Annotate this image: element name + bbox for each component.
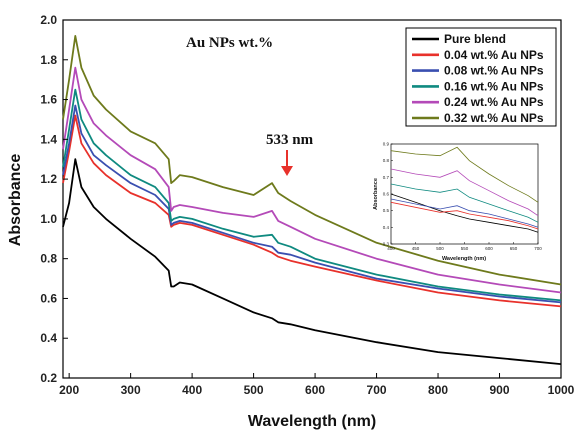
inset-x-tick-label: 500 [436, 246, 444, 251]
x-tick-label: 300 [121, 383, 141, 397]
legend-entry: Pure blend [444, 32, 506, 46]
x-axis-label: Wavelength (nm) [248, 413, 376, 430]
y-tick-label: 0.4 [40, 331, 57, 345]
x-tick-label: 700 [367, 383, 387, 397]
y-tick-label: 0.8 [40, 252, 57, 266]
legend-entry: 0.16 wt.% Au NPs [444, 79, 544, 93]
y-axis-label: Absorbance [7, 154, 24, 247]
y-tick-label: 2.0 [40, 13, 57, 27]
y-tick-label: 1.4 [40, 132, 57, 146]
inset-x-tick-label: 600 [485, 246, 493, 251]
inset-x-tick-label: 450 [412, 246, 420, 251]
legend-entry: 0.32 wt.% Au NPs [444, 111, 544, 125]
x-tick-label: 500 [244, 383, 264, 397]
legend-entry: 0.04 wt.% Au NPs [444, 48, 544, 62]
inset-x-axis-label: Wavelength (nm) [442, 256, 486, 262]
inset-y-tick-label: 0.5 [383, 208, 390, 213]
inset-y-tick-label: 0.8 [383, 158, 390, 163]
y-tick-label: 0.6 [40, 291, 57, 305]
annotation-title: Au NPs wt.% [186, 35, 273, 51]
peak-arrow-head [281, 166, 293, 176]
inset-y-axis-label: Absorbance [373, 178, 379, 210]
legend-entry: 0.24 wt.% Au NPs [444, 95, 544, 109]
y-tick-label: 1.0 [40, 212, 57, 226]
inset-x-tick-label: 700 [534, 246, 542, 251]
peak-label: 533 nm [266, 132, 314, 148]
x-tick-label: 600 [305, 383, 325, 397]
x-tick-label: 800 [428, 383, 448, 397]
legend: Pure blend 0.04 wt.% Au NPs 0.08 wt.% Au N… [406, 28, 556, 126]
y-tick-label: 0.2 [40, 371, 57, 385]
x-tick-label: 400 [182, 383, 202, 397]
inset-y-tick-label: 0.4 [383, 225, 390, 230]
legend-entry: 0.08 wt.% Au NPs [444, 64, 544, 78]
inset-x-tick-label: 650 [510, 246, 518, 251]
x-tick-label: 1000 [548, 383, 575, 397]
x-tick-label: 900 [490, 383, 510, 397]
x-tick-label: 200 [59, 383, 79, 397]
inset-y-tick-label: 0.7 [383, 175, 390, 180]
inset-chart: 400 450 500 550 600 650 700 0.3 0.4 0.5 0.6 0.7 0.8 0… [373, 142, 542, 263]
inset-y-tick-label: 0.6 [383, 192, 390, 197]
inset-x-tick-label: 550 [461, 246, 469, 251]
y-tick-label: 1.2 [40, 172, 57, 186]
y-tick-label: 1.6 [40, 93, 57, 107]
peak-marker: 533 nm [266, 132, 314, 176]
inset-y-tick-label: 0.9 [383, 142, 390, 147]
inset-x-tick-label: 400 [387, 246, 395, 251]
y-tick-label: 1.8 [40, 53, 57, 67]
inset-y-tick-label: 0.3 [383, 242, 390, 247]
